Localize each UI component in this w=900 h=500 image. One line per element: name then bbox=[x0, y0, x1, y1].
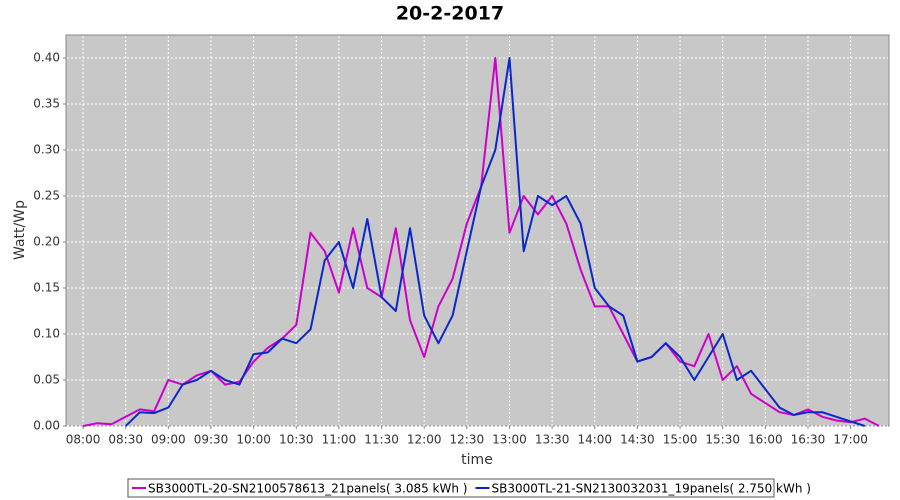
y-tick-label: 0.20 bbox=[33, 235, 60, 249]
y-tick-label: 0.35 bbox=[33, 97, 60, 111]
y-tick-label: 0.30 bbox=[33, 143, 60, 157]
x-tick-label: 09:00 bbox=[151, 433, 186, 447]
x-tick-label: 17:00 bbox=[833, 433, 868, 447]
y-tick-label: 0.40 bbox=[33, 51, 60, 65]
x-tick-label: 13:00 bbox=[492, 433, 527, 447]
x-tick-label: 10:30 bbox=[279, 433, 314, 447]
series-line bbox=[125, 57, 866, 427]
x-tick-label: 15:30 bbox=[705, 433, 740, 447]
x-tick-label: 08:30 bbox=[108, 433, 143, 447]
x-tick-label: 10:00 bbox=[236, 433, 271, 447]
plot-area bbox=[65, 34, 890, 427]
x-tick-label: 11:00 bbox=[322, 433, 357, 447]
legend-label: SB3000TL-21-SN2130032031_19panels( 2.750… bbox=[491, 482, 810, 496]
y-tick-label: 0.10 bbox=[33, 327, 60, 341]
x-tick-label: 14:00 bbox=[577, 433, 612, 447]
x-tick-label: 12:30 bbox=[450, 433, 485, 447]
x-tick-label: 12:00 bbox=[407, 433, 442, 447]
legend-label: SB3000TL-20-SN2100578613_21panels( 3.085… bbox=[148, 482, 467, 496]
y-axis-label: Watt/Wp bbox=[12, 200, 28, 260]
legend bbox=[127, 478, 775, 498]
x-tick-label: 11:30 bbox=[364, 433, 399, 447]
y-tick-label: 0.25 bbox=[33, 189, 60, 203]
x-axis-label: time bbox=[461, 452, 493, 468]
x-tick-label: 08:00 bbox=[66, 433, 101, 447]
y-tick-label: 0.00 bbox=[33, 419, 60, 433]
x-tick-label: 16:00 bbox=[748, 433, 783, 447]
x-tick-label: 16:30 bbox=[791, 433, 826, 447]
x-tick-label: 14:30 bbox=[620, 433, 655, 447]
y-tick-label: 0.05 bbox=[33, 373, 60, 387]
x-tick-label: 15:00 bbox=[663, 433, 698, 447]
x-tick-label: 09:30 bbox=[194, 433, 229, 447]
y-tick-label: 0.15 bbox=[33, 281, 60, 295]
x-tick-label: 13:30 bbox=[535, 433, 570, 447]
chart-title: 20-2-2017 bbox=[396, 3, 504, 25]
